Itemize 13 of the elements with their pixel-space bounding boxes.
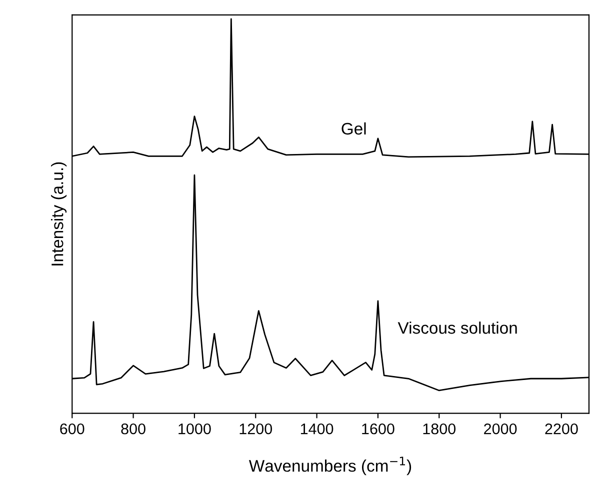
x-tick-label: 1200 xyxy=(240,423,272,434)
x-tick-label: 1600 xyxy=(362,423,394,434)
x-tick-label: 2200 xyxy=(545,423,578,434)
x-tick-label: 1800 xyxy=(423,423,456,434)
series-label: Gel xyxy=(342,122,366,135)
x-tick-label: 2000 xyxy=(484,423,517,434)
x-tick-label: 1400 xyxy=(300,423,334,434)
x-axis-title: Wavenumbers (cm$^{−1}$) xyxy=(248,456,412,476)
x-tick-label: 800 xyxy=(121,423,146,434)
series-label: Viscous solution xyxy=(398,322,517,334)
x-tick-label: 1000 xyxy=(178,423,211,434)
x-tick-label: 600 xyxy=(60,423,84,434)
y-axis-title: Intensity (a.u.) xyxy=(51,162,67,266)
